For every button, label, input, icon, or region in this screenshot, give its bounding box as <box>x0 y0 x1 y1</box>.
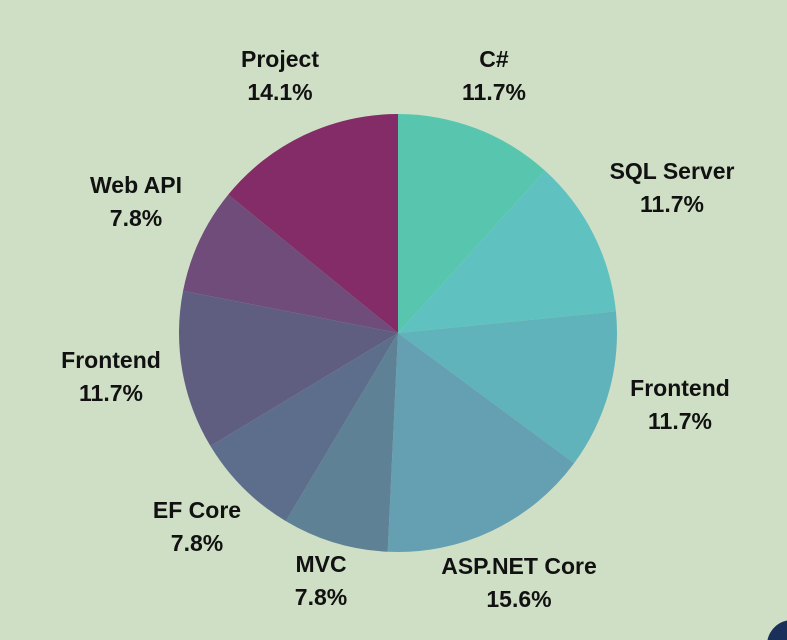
pie-slice-web-api-7 <box>183 194 398 333</box>
pie-slice-ef-core-5 <box>210 333 398 522</box>
slice-label: Frontend <box>630 375 730 401</box>
pie-slice-sql-server-1 <box>398 170 616 333</box>
slice-label: EF Core <box>153 497 241 523</box>
slice-percent-label: 11.7% <box>648 408 712 434</box>
slice-percent-label: 15.6% <box>486 586 551 612</box>
slice-label: Project <box>241 46 319 72</box>
slice-label: Frontend <box>61 347 161 373</box>
slice-percent-label: 7.8% <box>171 530 223 556</box>
slice-percent-label: 11.7% <box>640 191 704 217</box>
slice-percent-label: 11.7% <box>79 380 143 406</box>
pie-slice-mvc-4 <box>285 333 398 552</box>
slice-label: MVC <box>295 551 346 577</box>
pie-slice-frontend-2 <box>398 311 618 464</box>
slice-percent-label: 7.8% <box>110 205 162 231</box>
pie-labels: C# 11.7% SQL Server 11.7% Frontend 11.7% ASP.N… <box>61 46 734 612</box>
slice-label: Web API <box>90 172 182 198</box>
pie-slice-c--0 <box>398 114 545 333</box>
pie-slice-asp-net-core-3 <box>387 333 575 553</box>
slice-percent-label: 14.1% <box>247 79 312 105</box>
slice-label: ASP.NET Core <box>441 553 597 579</box>
slice-percent-label: 7.8% <box>295 584 347 610</box>
slice-label: C# <box>479 46 509 72</box>
slice-label: SQL Server <box>610 158 735 184</box>
slice-percent-label: 11.7% <box>462 79 526 105</box>
pie-slice-project-8 <box>228 114 398 333</box>
pie-slices <box>178 114 618 553</box>
pie-slice-frontend-6 <box>178 290 398 447</box>
